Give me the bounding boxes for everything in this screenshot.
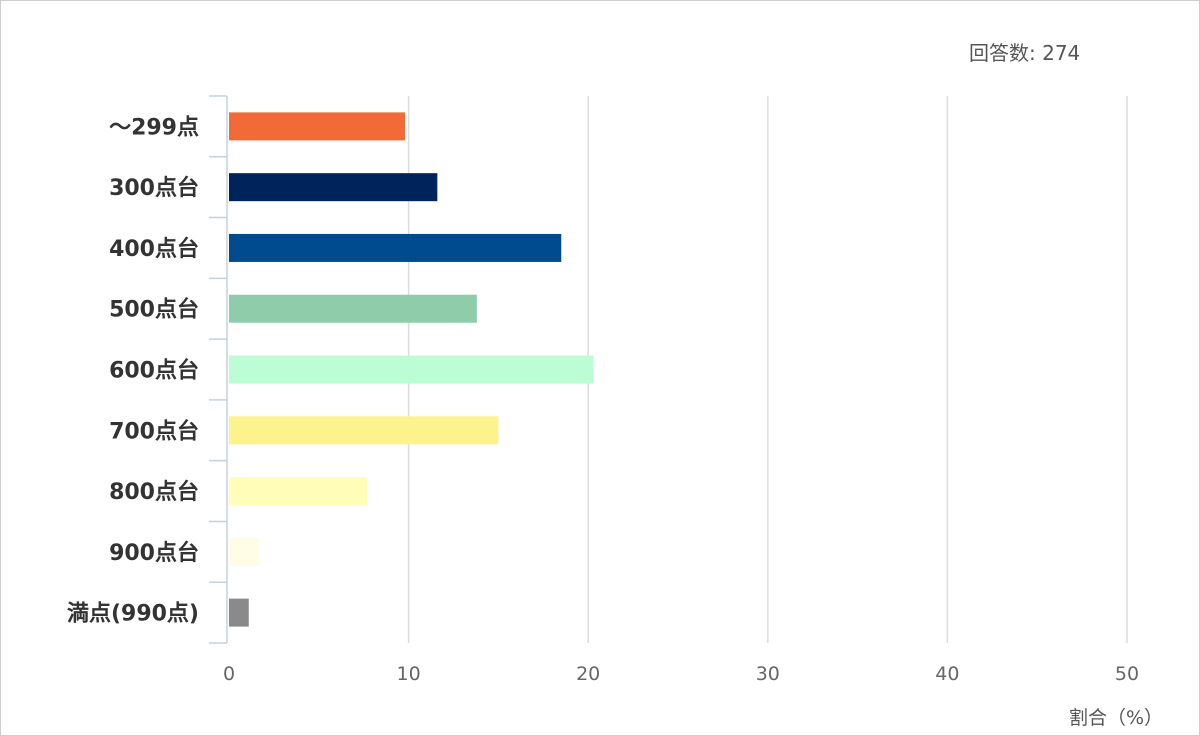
category-label: 600点台 [109,358,199,384]
bar [229,416,499,445]
category-label: 満点(990点) [67,601,199,627]
bar [229,355,594,384]
category-label: ～299点 [109,114,199,140]
category-label: 300点台 [109,175,199,201]
bar [229,112,406,141]
bar [229,477,368,506]
category-label: 800点台 [109,479,199,505]
x-tick-label: 50 [1115,663,1139,685]
bar [229,537,260,566]
x-tick-label: 40 [935,663,959,685]
category-label: 400点台 [109,236,199,262]
x-tick-label: 20 [576,663,600,685]
category-label: 700点台 [109,418,199,444]
category-label: 500点台 [109,297,199,323]
bar [229,294,477,323]
bar [229,173,438,202]
bar [229,598,249,627]
x-axis-title: 割合（%） [1069,707,1164,729]
x-tick-label: 30 [756,663,780,685]
response-count: 回答数: 274 [969,41,1081,65]
x-tick-label: 10 [397,663,421,685]
category-label: 900点台 [109,540,199,566]
bar [229,233,562,262]
x-tick-label: 0 [223,663,235,685]
